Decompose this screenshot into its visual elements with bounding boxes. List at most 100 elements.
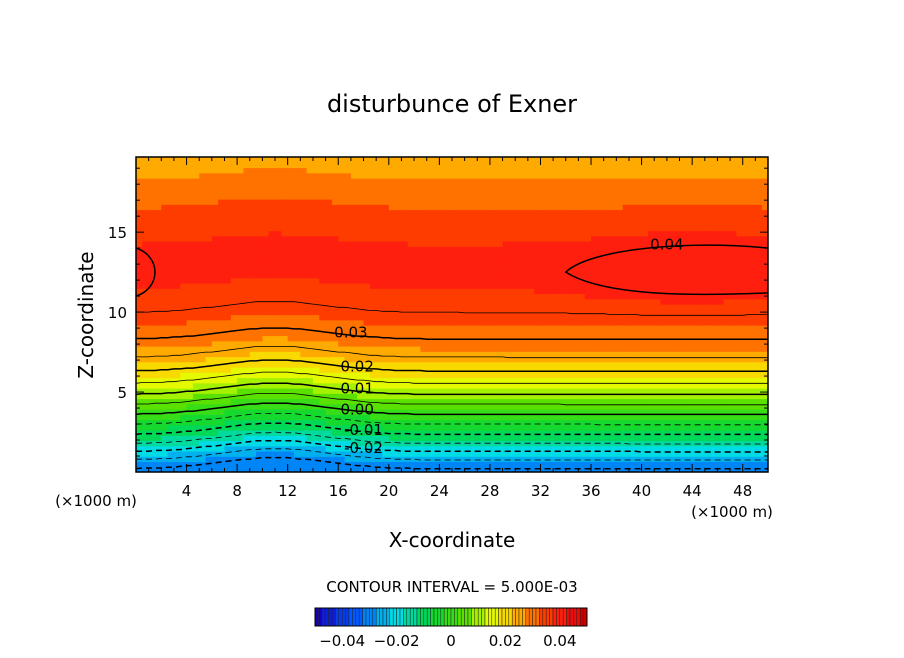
heatmap-cell bbox=[148, 262, 156, 268]
heatmap-cell bbox=[237, 351, 245, 358]
heatmap-cell bbox=[584, 162, 592, 169]
heatmap-cell bbox=[180, 451, 188, 457]
heatmap-cell bbox=[331, 204, 339, 211]
heatmap-cell bbox=[546, 403, 554, 410]
heatmap-cell bbox=[369, 440, 377, 447]
heatmap-cell bbox=[578, 451, 586, 457]
heatmap-cell bbox=[312, 298, 320, 305]
heatmap-cell bbox=[186, 330, 194, 337]
heatmap-cell bbox=[470, 298, 478, 305]
heatmap-cell bbox=[268, 430, 276, 436]
heatmap-cell bbox=[325, 188, 333, 195]
heatmap-cell bbox=[287, 356, 295, 363]
heatmap-cell bbox=[477, 251, 485, 258]
heatmap-cell bbox=[654, 440, 662, 447]
heatmap-cell bbox=[464, 461, 472, 468]
heatmap-cell bbox=[211, 319, 219, 326]
heatmap-cell bbox=[477, 367, 485, 373]
heatmap-cell bbox=[268, 272, 276, 279]
heatmap-cell bbox=[407, 251, 415, 258]
heatmap-cell bbox=[186, 293, 194, 300]
heatmap-cell bbox=[344, 298, 352, 305]
heatmap-cell bbox=[458, 204, 466, 211]
heatmap-cell bbox=[376, 445, 384, 452]
heatmap-cell bbox=[275, 398, 282, 405]
heatmap-cell bbox=[142, 214, 150, 221]
heatmap-cell bbox=[262, 461, 270, 468]
heatmap-cell bbox=[357, 435, 365, 442]
heatmap-cell bbox=[319, 241, 327, 247]
heatmap-cell bbox=[401, 304, 409, 310]
heatmap-cell bbox=[578, 178, 586, 184]
heatmap-cell bbox=[464, 209, 472, 216]
heatmap-cell bbox=[148, 209, 156, 216]
heatmap-cell bbox=[597, 288, 605, 295]
heatmap-cell bbox=[350, 178, 358, 184]
heatmap-cell bbox=[344, 225, 352, 232]
heatmap-cell bbox=[243, 435, 251, 442]
heatmap-cell bbox=[591, 241, 598, 247]
heatmap-cell bbox=[180, 367, 188, 373]
heatmap-cell bbox=[268, 340, 276, 347]
heatmap-cell bbox=[641, 393, 649, 400]
heatmap-cell bbox=[312, 262, 320, 268]
heatmap-cell bbox=[464, 162, 472, 169]
heatmap-cell bbox=[192, 293, 200, 300]
heatmap-cell bbox=[527, 314, 535, 321]
heatmap-cell bbox=[363, 403, 371, 410]
heatmap-cell bbox=[521, 325, 529, 331]
heatmap-cell bbox=[426, 325, 434, 331]
heatmap-cell bbox=[515, 288, 523, 295]
heatmap-cell bbox=[439, 325, 447, 331]
heatmap-cell bbox=[420, 256, 428, 263]
heatmap-cell bbox=[148, 419, 156, 426]
heatmap-cell bbox=[142, 193, 150, 200]
heatmap-cell bbox=[186, 183, 194, 190]
heatmap-cell bbox=[591, 199, 598, 205]
heatmap-cell bbox=[211, 445, 219, 452]
heatmap-cell bbox=[382, 246, 390, 253]
heatmap-cell bbox=[584, 251, 592, 258]
heatmap-cell bbox=[521, 456, 529, 463]
heatmap-cell bbox=[395, 235, 403, 242]
heatmap-cell bbox=[205, 283, 213, 289]
heatmap-cell bbox=[218, 393, 226, 400]
heatmap-cell bbox=[287, 209, 295, 216]
heatmap-cell bbox=[628, 283, 636, 289]
heatmap-cell bbox=[534, 172, 542, 179]
heatmap-cell bbox=[641, 267, 649, 274]
heatmap-cell bbox=[142, 241, 150, 247]
heatmap-cell bbox=[464, 325, 472, 331]
heatmap-cell bbox=[622, 435, 630, 442]
heatmap-cell bbox=[534, 283, 542, 289]
heatmap-cell bbox=[331, 377, 339, 384]
heatmap-cell bbox=[647, 424, 655, 431]
heatmap-cell bbox=[654, 267, 662, 274]
heatmap-cell bbox=[211, 298, 219, 305]
heatmap-cell bbox=[572, 272, 579, 279]
heatmap-cell bbox=[388, 293, 396, 300]
heatmap-cell bbox=[249, 388, 257, 394]
heatmap-cell bbox=[635, 157, 643, 163]
heatmap-cell bbox=[559, 377, 567, 384]
heatmap-cell bbox=[338, 241, 346, 247]
heatmap-cell bbox=[445, 262, 453, 268]
heatmap-cell bbox=[439, 461, 447, 468]
heatmap-cell bbox=[553, 157, 561, 163]
heatmap-cell bbox=[249, 361, 257, 368]
heatmap-cell bbox=[192, 351, 200, 358]
heatmap-cell bbox=[357, 419, 365, 426]
heatmap-cell bbox=[470, 388, 478, 394]
heatmap-cell bbox=[647, 419, 655, 426]
heatmap-cell bbox=[464, 283, 472, 289]
heatmap-cell bbox=[211, 435, 219, 442]
heatmap-cell bbox=[300, 277, 308, 284]
heatmap-cell bbox=[312, 209, 320, 216]
heatmap-cell bbox=[452, 325, 459, 331]
heatmap-cell bbox=[205, 325, 213, 331]
heatmap-cell bbox=[628, 351, 636, 358]
heatmap-cell bbox=[376, 157, 384, 163]
heatmap-cell bbox=[559, 214, 567, 221]
heatmap-cell bbox=[192, 430, 200, 436]
heatmap-cell bbox=[350, 193, 358, 200]
